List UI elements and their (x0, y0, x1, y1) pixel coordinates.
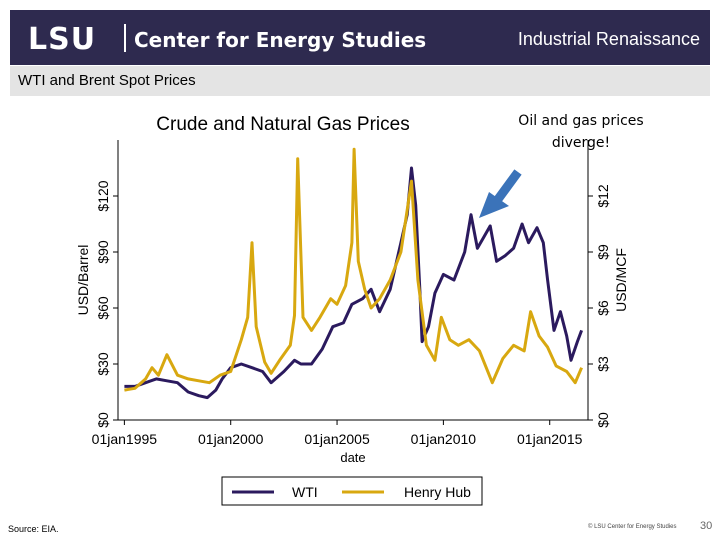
chart-title: Crude and Natural Gas Prices (156, 114, 409, 135)
y2-axis-label: USD/MCF (613, 248, 629, 312)
y2-tick-label: $0 (595, 412, 611, 428)
legend-label-0: WTI (292, 484, 318, 500)
x-tick-label: 01jan2005 (304, 431, 370, 447)
series-line-1 (124, 147, 583, 392)
subheader-bar: WTI and Brent Spot Prices (10, 66, 710, 96)
y-tick-label: $90 (95, 240, 111, 264)
lsu-logo: LSU (28, 22, 97, 57)
callout-arrow-head (479, 192, 509, 218)
chart-panel: Crude and Natural Gas Prices $0 $30 $60 $90 $… (70, 100, 650, 515)
y2-tick-label: $6 (595, 300, 611, 316)
x-axis-label: date (340, 450, 365, 465)
x-tick-label: 01jan2000 (198, 431, 264, 447)
price-chart: Crude and Natural Gas Prices $0 $30 $60 $90 $… (75, 114, 629, 506)
slide-title: Industrial Renaissance (517, 29, 700, 49)
source-note: Source: EIA. (8, 524, 59, 534)
y-tick-label: $120 (95, 180, 111, 211)
y-tick-label: $60 (95, 296, 111, 320)
legend-label-1: Henry Hub (404, 484, 471, 500)
center-name: Center for Energy Studies (134, 28, 427, 52)
y2-tick-label: $12 (595, 184, 611, 208)
logo-separator (124, 24, 126, 52)
copyright-note: © LSU Center for Energy Studies (588, 524, 677, 530)
x-tick-label: 01jan2015 (517, 431, 583, 447)
slide-header: LSU Center for Energy Studies Industrial… (10, 10, 710, 65)
y-axis-label: USD/Barrel (75, 245, 91, 316)
y2-tick-label: $3 (595, 356, 611, 372)
y-tick-label: $0 (95, 412, 111, 428)
subheader-text: WTI and Brent Spot Prices (18, 72, 196, 89)
page-number: 30 (700, 520, 713, 532)
callout-arrow-shaft (492, 169, 522, 205)
x-tick-label: 01jan2010 (411, 431, 477, 447)
callout-text: Oil and gas prices diverge! (518, 113, 644, 151)
y2-tick-label: $9 (595, 244, 611, 260)
y-tick-label: $30 (95, 352, 111, 376)
x-tick-label: 01jan1995 (92, 431, 158, 447)
